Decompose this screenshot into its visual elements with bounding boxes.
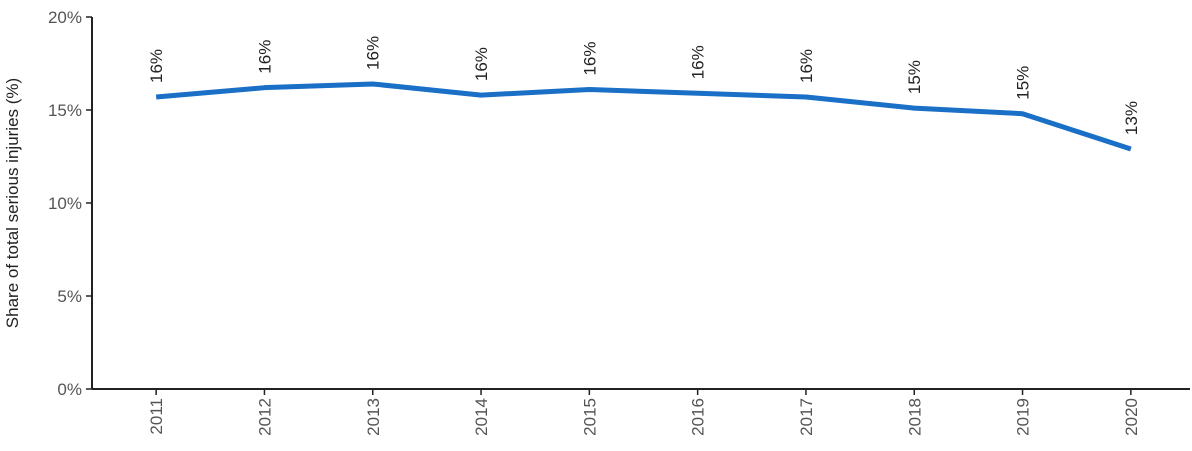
- x-tick-label: 2011: [147, 398, 166, 435]
- x-tick-label: 2014: [472, 398, 491, 436]
- x-tick-label: 2017: [797, 398, 816, 436]
- data-label: 16%: [364, 36, 383, 70]
- y-tick-label: 0%: [57, 380, 82, 399]
- data-label: 16%: [147, 49, 166, 83]
- line: [155, 81, 1132, 152]
- data-label: 16%: [255, 40, 274, 74]
- x-tick-label: 2018: [905, 398, 924, 436]
- y-tick-label: 20%: [48, 8, 82, 27]
- data-label: 15%: [905, 60, 924, 94]
- y-tick-label: 5%: [57, 287, 82, 306]
- y-tick-label: 15%: [48, 101, 82, 120]
- x-tick-label: 2015: [580, 398, 599, 436]
- data-label: 16%: [689, 45, 708, 79]
- data-label: 16%: [797, 49, 816, 83]
- x-tick-label: 2012: [255, 398, 274, 436]
- x-tick-label: 2020: [1122, 398, 1141, 436]
- data-label: 16%: [580, 42, 599, 76]
- data-label: 13%: [1122, 101, 1141, 135]
- x-tick-label: 2013: [364, 398, 383, 436]
- y-axis-title: Share of total serious injuries (%): [3, 78, 22, 328]
- x-tick-label: 2016: [689, 398, 708, 436]
- x-tick-label: 2019: [1014, 398, 1033, 436]
- data-label: 15%: [1014, 66, 1033, 100]
- y-tick-label: 10%: [48, 194, 82, 213]
- data-label: 16%: [472, 47, 491, 81]
